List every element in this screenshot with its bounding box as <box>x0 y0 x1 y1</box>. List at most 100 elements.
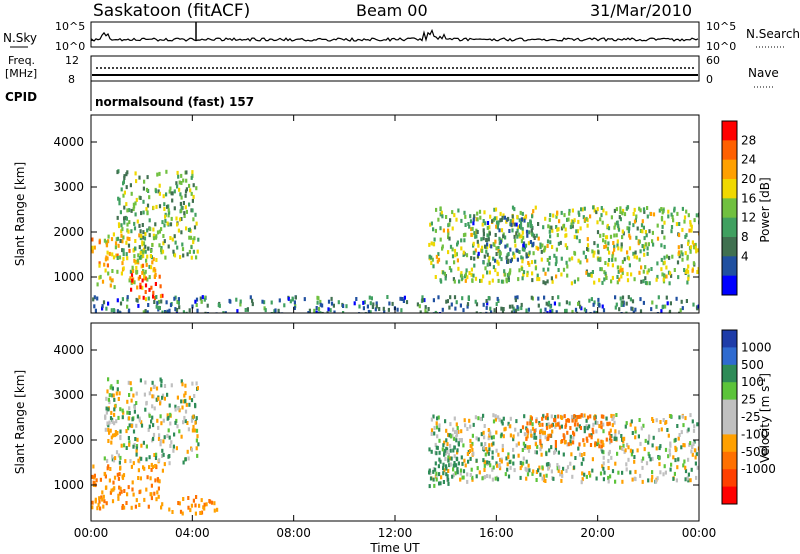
echo-cell <box>540 249 543 254</box>
echo-cell <box>643 209 646 214</box>
echo-cell <box>116 256 119 260</box>
echo-cell <box>492 256 495 261</box>
echo-cell <box>539 245 542 250</box>
echo-cell <box>116 298 119 303</box>
echo-cell <box>555 256 558 261</box>
echo-cell <box>185 226 188 231</box>
echo-cell <box>607 459 610 463</box>
echo-cell <box>641 244 644 248</box>
echo-cell <box>176 170 179 175</box>
echo-cell <box>583 425 586 430</box>
echo-cell <box>430 432 433 436</box>
echo-cell <box>108 430 111 435</box>
echo-cell <box>594 441 597 446</box>
echo-cell <box>293 300 296 305</box>
echo-cell <box>143 236 147 241</box>
echo-cell <box>289 299 292 304</box>
freq-left-label-1: Freq. <box>8 54 35 67</box>
echo-cell <box>526 270 529 275</box>
echo-cell <box>650 478 653 483</box>
echo-cell <box>132 393 135 398</box>
echo-cell <box>121 239 124 244</box>
echo-cell <box>470 272 473 277</box>
echo-cell <box>216 507 219 512</box>
echo-cell <box>440 210 443 215</box>
echo-cell <box>680 250 683 255</box>
echo-cell <box>142 241 146 246</box>
echo-cell <box>489 306 492 311</box>
echo-cell <box>566 465 570 470</box>
echo-cell <box>112 232 115 237</box>
echo-cell <box>498 228 501 233</box>
echo-cell <box>570 452 573 457</box>
echo-cell <box>617 224 620 229</box>
echo-cell <box>489 431 492 436</box>
echo-cell <box>148 455 151 460</box>
echo-cell <box>190 191 193 196</box>
echo-cell <box>500 279 504 284</box>
echo-cell <box>506 243 509 248</box>
echo-cell <box>449 448 452 453</box>
echo-cell <box>375 304 378 309</box>
echo-cell <box>172 249 175 254</box>
echo-cell <box>165 192 168 197</box>
echo-cell <box>635 255 638 260</box>
echo-cell <box>640 265 643 270</box>
echo-cell <box>491 442 494 447</box>
echo-cell <box>482 228 485 233</box>
echo-cell <box>370 296 373 301</box>
echo-cell <box>609 435 612 440</box>
echo-cell <box>135 423 138 428</box>
echo-cell <box>643 252 646 257</box>
echo-cell <box>624 424 627 429</box>
echo-cell <box>564 243 567 248</box>
echo-cell <box>363 300 366 305</box>
echo-cell <box>547 300 551 305</box>
echo-cell <box>674 437 677 442</box>
echo-cell <box>139 196 142 200</box>
echo-cell <box>643 236 646 241</box>
echo-cell <box>465 268 468 273</box>
echo-cell <box>133 221 136 226</box>
echo-cell <box>563 436 566 441</box>
echo-cell <box>517 225 520 230</box>
echo-cell <box>540 452 543 457</box>
echo-cell <box>680 445 683 450</box>
echo-cell <box>650 267 653 271</box>
echo-cell <box>353 301 356 306</box>
echo-cell <box>577 258 580 263</box>
echo-cell <box>662 418 665 422</box>
echo-cell <box>691 268 694 273</box>
echo-cell <box>113 486 116 491</box>
echo-cell <box>537 246 540 251</box>
echo-cell <box>486 242 489 247</box>
echo-cell <box>460 438 463 442</box>
echo-cell <box>178 187 181 192</box>
echo-cell <box>456 468 459 473</box>
echo-cell <box>542 280 545 285</box>
freq-left-top-tick: 12 <box>65 54 79 67</box>
echo-cell <box>614 295 617 300</box>
echo-cell <box>438 472 441 477</box>
echo-cell <box>126 222 129 227</box>
echo-cell <box>195 186 198 191</box>
echo-cell <box>483 463 486 468</box>
echo-cell <box>553 301 556 306</box>
echo-cell <box>630 419 633 424</box>
echo-cell <box>485 299 488 303</box>
echo-cell <box>113 433 116 438</box>
echo-cell <box>130 505 133 510</box>
echo-cell <box>110 237 114 242</box>
echo-cell <box>476 230 479 234</box>
echo-cell <box>477 251 480 256</box>
echo-cell <box>634 426 637 431</box>
echo-cell <box>495 448 498 453</box>
echo-cell <box>697 304 699 309</box>
echo-cell <box>277 308 280 313</box>
echo-cell <box>575 235 579 240</box>
echo-cell <box>154 222 157 227</box>
echo-cell <box>145 262 148 267</box>
echo-cell <box>576 415 579 419</box>
echo-cell <box>188 395 191 400</box>
echo-cell <box>515 222 518 227</box>
